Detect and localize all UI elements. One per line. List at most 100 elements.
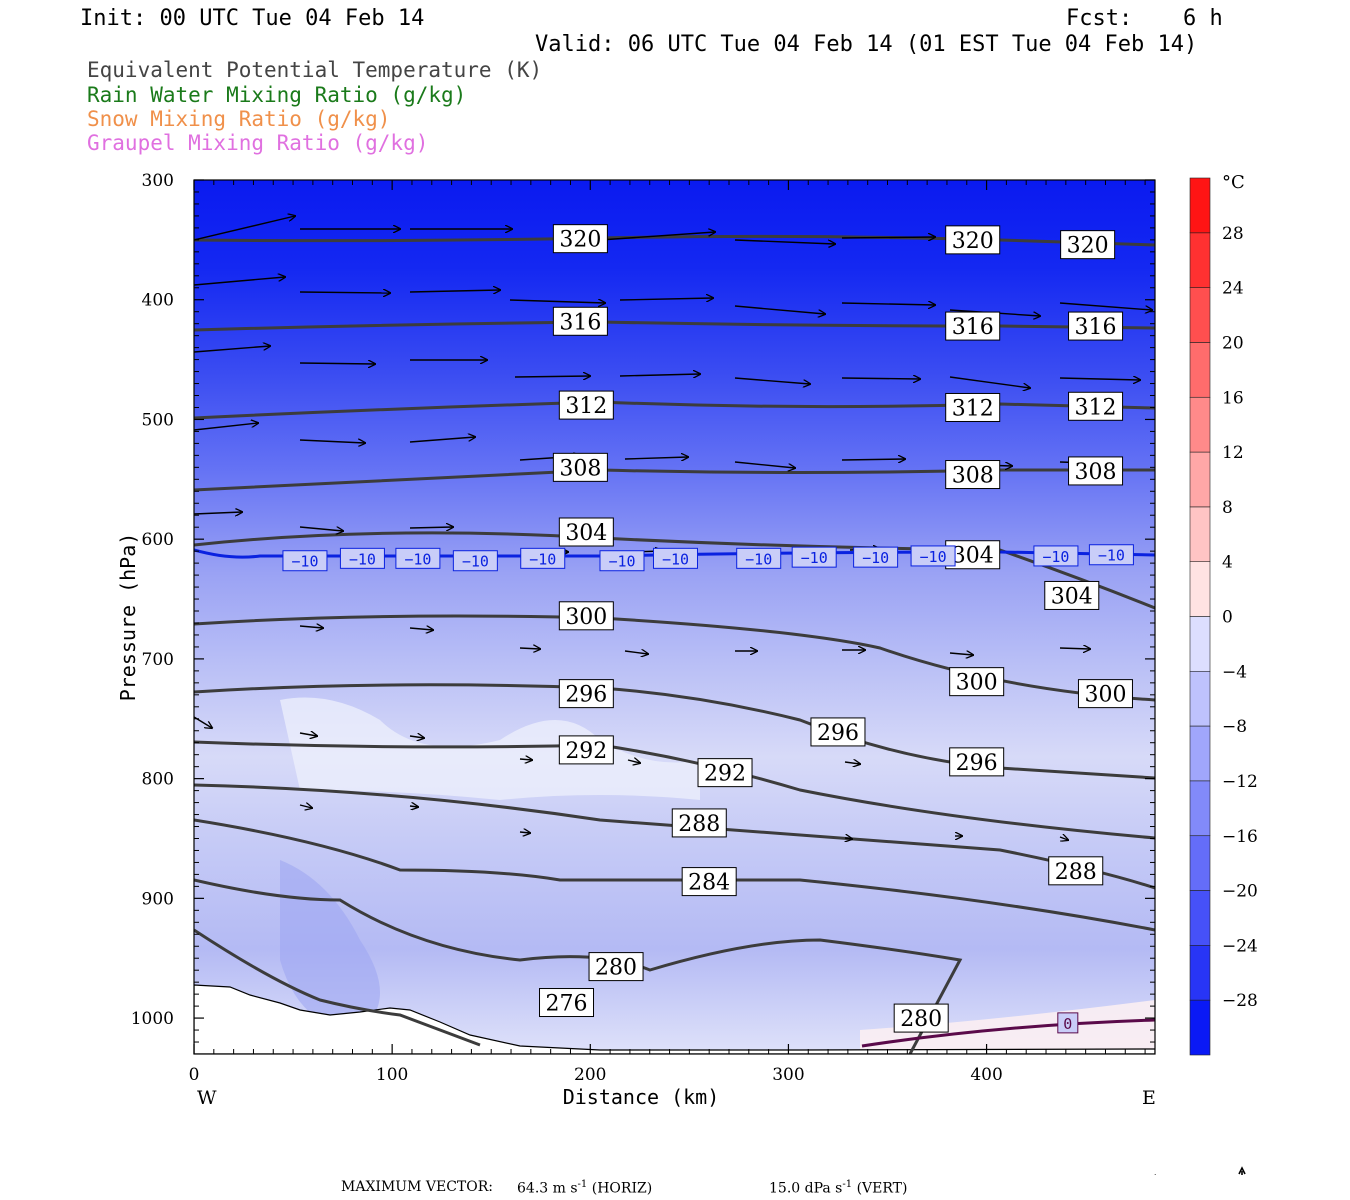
wind-vector (299, 440, 365, 443)
theta-e-label-box (558, 390, 614, 420)
y-tick-label: 1000 (131, 1009, 174, 1029)
theta-e-label-box (945, 460, 1001, 490)
wind-vector (299, 363, 375, 364)
theta-e-label-box (1068, 391, 1124, 421)
colorbar-bin (1189, 616, 1211, 672)
forecast-hour: 6 h (1183, 6, 1223, 31)
isotherm-label: −10 (404, 550, 431, 568)
theta-e-label: 312 (1075, 395, 1117, 420)
valid-time: Valid: 06 UTC Tue 04 Feb 14 (01 EST Tue … (535, 32, 1198, 57)
theta-e-label-box (1044, 580, 1100, 610)
theta-e-label: 292 (565, 739, 607, 764)
above-freezing-shading (860, 1000, 1155, 1054)
west-label: W (197, 1087, 217, 1109)
y-tick-label: 600 (142, 530, 174, 550)
theta-e-label-box (945, 311, 1001, 341)
theta-e-label-box (558, 735, 614, 765)
wind-vector (409, 290, 500, 292)
isotherm-label: −10 (291, 553, 318, 571)
wind-vector (734, 461, 795, 468)
colorbar-bin (1189, 835, 1211, 891)
legend-graupel: Graupel Mixing Ratio (g/kg) (87, 131, 429, 155)
isotherm-label-box (791, 546, 837, 568)
y-tick-label: 900 (142, 889, 174, 909)
terrain-surface (194, 984, 1155, 1054)
x-axis-label: Distance (km) (563, 1085, 720, 1109)
colorbar-tick-label: 24 (1222, 279, 1244, 299)
y-tick-label: 800 (142, 770, 174, 790)
theta-e-label: 308 (559, 456, 601, 481)
theta-e-label-box (1077, 679, 1133, 709)
wind-vector (194, 346, 270, 353)
isotherm-label-box (1057, 1012, 1079, 1034)
wind-vector (299, 626, 323, 628)
wind-vector (841, 378, 920, 379)
theta-e-label: 292 (704, 762, 746, 787)
y-tick-label: 700 (142, 650, 174, 670)
isotherm-label-box (1033, 545, 1079, 567)
theta-e-label: 288 (1055, 860, 1097, 885)
contour-292 (194, 740, 1155, 840)
colorbar-tick-label: 12 (1222, 443, 1244, 463)
contour-276 (194, 928, 481, 1047)
colorbar-tick-label: −24 (1222, 936, 1258, 956)
vert-suffix: (VERT) (856, 1180, 908, 1197)
theta-e-label-box (558, 517, 614, 547)
wind-vector (514, 376, 590, 377)
isotherm-0 (861, 1018, 1155, 1048)
colorbar-bin (1189, 671, 1211, 727)
theta-e-label: 304 (565, 521, 607, 546)
x-tick-label: 0 (189, 1065, 200, 1085)
x-tick-label: 400 (970, 1065, 1002, 1085)
theta-e-label: 296 (817, 721, 859, 746)
wind-vector (194, 216, 295, 241)
contour-284 (194, 818, 1155, 932)
wind-vector (841, 237, 935, 238)
theta-e-label-box (552, 224, 608, 254)
colorbar-tick-label: −20 (1222, 882, 1258, 902)
colorbar-bin (1189, 561, 1211, 617)
wind-vector (194, 277, 285, 286)
horiz-exponent: -1 (577, 1179, 588, 1190)
colorbar (1189, 177, 1211, 1056)
colorbar-bin (1189, 725, 1211, 782)
wind-vector (845, 838, 852, 839)
horiz-value: 64.3 m s (517, 1180, 578, 1197)
isotherm-label-box (910, 545, 956, 567)
wind-vector (409, 736, 424, 738)
colorbar-tick-label: −12 (1222, 772, 1258, 792)
wind-vector (299, 733, 317, 736)
theta-e-label-box (588, 952, 644, 982)
wind-vector (194, 423, 258, 431)
isotherm-label: −10 (608, 553, 635, 571)
theta-e-label: 304 (952, 544, 994, 569)
wind-vector (299, 292, 390, 293)
isotherm-label: −10 (745, 550, 772, 568)
x-tick-label: 300 (772, 1065, 804, 1085)
colorbar-tick-label: 0 (1222, 608, 1233, 628)
isotherm-label: −10 (1098, 547, 1125, 565)
theta-e-label: 288 (678, 812, 720, 837)
y-tick-label: 500 (142, 410, 174, 430)
wind-vector (519, 648, 540, 649)
isotherm-label: −10 (920, 548, 947, 566)
wind-vector (949, 653, 973, 655)
isotherm-label: −10 (1042, 548, 1069, 566)
isotherm-label: −10 (462, 553, 489, 571)
theta-e-label-box (810, 717, 866, 747)
wind-vector (299, 526, 343, 531)
y-tick-label: 300 (142, 171, 174, 191)
colorbar-bin (1189, 177, 1211, 234)
theta-e-label: 316 (1075, 315, 1117, 340)
colorbar-bin (1189, 232, 1211, 288)
theta-e-label-box (1068, 311, 1124, 341)
isotherm-label: −10 (801, 549, 828, 567)
isotherm-label-box (339, 547, 385, 569)
theta-e-label: 296 (565, 683, 607, 708)
theta-e-label: 276 (546, 992, 588, 1017)
y-tick-label: 400 (142, 291, 174, 311)
vert-value: 15.0 dPa s (769, 1180, 843, 1197)
init-time: Init: 00 UTC Tue 04 Feb 14 (80, 6, 425, 31)
theta-e-label: 312 (952, 396, 994, 421)
reference-vector-icon (1154, 1166, 1246, 1175)
